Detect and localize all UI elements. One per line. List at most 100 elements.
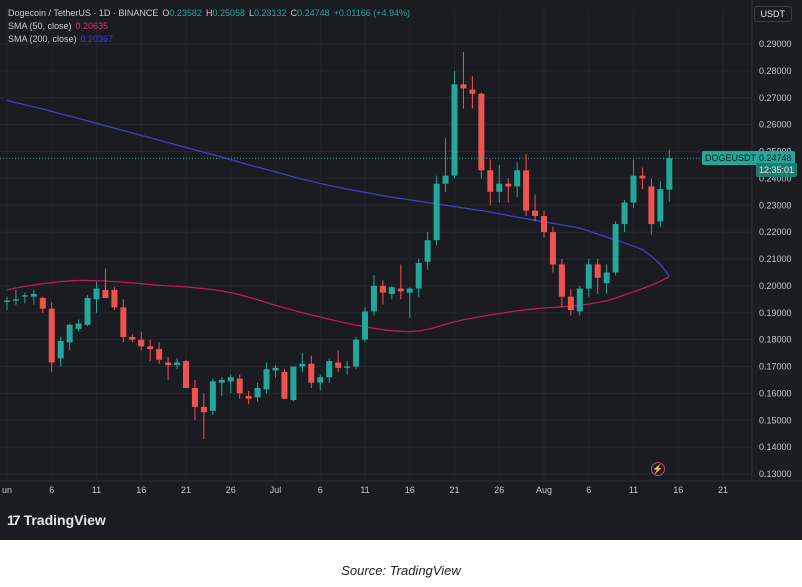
candle-body — [236, 378, 243, 394]
candle-body — [263, 369, 270, 390]
y-tick-label: 0.15000 — [759, 415, 792, 425]
x-tick-label: 21 — [449, 485, 459, 495]
last-price-tag: 0.24748 — [756, 151, 795, 165]
candle-body — [165, 362, 172, 366]
candle-body — [209, 381, 216, 411]
x-tick-label: 16 — [405, 485, 415, 495]
candle-body — [353, 339, 360, 367]
candle-body — [227, 377, 234, 382]
candle-body — [21, 295, 28, 297]
y-tick-label: 0.27000 — [759, 93, 792, 103]
candle-body — [272, 367, 279, 371]
candle-body — [388, 287, 395, 294]
candle-body — [317, 377, 324, 383]
candle-body — [120, 307, 127, 337]
candle-body — [4, 300, 10, 302]
legend-symbol: Dogecoin / TetherUS · 1D · BINANCE — [8, 8, 159, 18]
candle-body — [415, 263, 422, 289]
legend-ohlc-row: Dogecoin / TetherUS · 1D · BINANCE O0.23… — [8, 7, 410, 20]
candle-body — [585, 264, 592, 289]
x-tick-label: 6 — [318, 485, 323, 495]
candle-body — [612, 224, 619, 273]
candle-body — [648, 186, 655, 225]
x-tick-label: 21 — [718, 485, 728, 495]
candle-body — [370, 285, 377, 312]
candle-body — [496, 183, 503, 192]
tradingview-logo-icon: 17 — [7, 512, 21, 528]
candle-body — [523, 170, 530, 211]
candlestick-chart: 0.290000.280000.270000.260000.250000.240… — [0, 0, 802, 495]
candle-body — [48, 308, 55, 363]
lightning-icon[interactable]: ⚡ — [651, 462, 665, 476]
candle-body — [66, 324, 73, 343]
y-tick-label: 0.26000 — [759, 120, 792, 130]
candle-body — [460, 84, 467, 89]
x-tick-label: Aug — [536, 485, 552, 495]
x-tick-label: 16 — [673, 485, 683, 495]
x-tick-label: 21 — [181, 485, 191, 495]
candle-body — [299, 363, 306, 367]
candle-body — [433, 183, 440, 241]
candle-body — [156, 349, 163, 360]
candle-body — [666, 158, 673, 190]
legend-sma50-label: SMA (50, close) — [8, 21, 72, 31]
candle-body — [514, 170, 521, 187]
y-tick-label: 0.28000 — [759, 66, 792, 76]
y-tick-label: 0.20000 — [759, 281, 792, 291]
currency-button[interactable]: USDT — [753, 6, 792, 22]
candle-body — [558, 264, 565, 297]
legend-change: +0.01166 (+4.94%) — [333, 8, 410, 18]
candle-body — [478, 93, 485, 171]
candle-body — [254, 388, 261, 398]
candle-body — [344, 366, 351, 368]
candle-body — [183, 361, 189, 388]
candle-body — [174, 362, 181, 366]
candle-body — [245, 396, 252, 399]
candle-body — [532, 210, 539, 216]
legend-sma50-value: 0.20635 — [75, 21, 109, 31]
candle-body — [138, 339, 145, 347]
legend-sma200-row[interactable]: SMA (200, close) 0.20367 — [8, 33, 410, 46]
y-tick-label: 0.22000 — [759, 227, 792, 237]
candle-body — [147, 346, 154, 350]
candle-body — [406, 288, 413, 293]
candle-body — [93, 288, 100, 300]
source-caption: Source: TradingView — [341, 563, 461, 578]
y-tick-label: 0.24000 — [759, 173, 792, 183]
candle-body — [397, 288, 404, 292]
candle-body — [30, 293, 37, 297]
candle-body — [379, 285, 386, 293]
candle-body — [39, 297, 46, 309]
candle-body — [630, 175, 637, 203]
legend-close-value: 0.24748 — [297, 8, 330, 18]
y-tick-label: 0.23000 — [759, 200, 792, 210]
x-tick-label: Jul — [270, 485, 282, 495]
x-tick-label: un — [2, 485, 12, 495]
x-tick-label: 11 — [360, 485, 369, 495]
candle-body — [442, 175, 449, 184]
x-tick-label: 26 — [226, 485, 236, 495]
candle-body — [12, 299, 19, 301]
y-tick-label: 0.17000 — [759, 362, 792, 372]
candle-body — [57, 340, 64, 359]
legend-open-value: 0.23582 — [169, 8, 202, 18]
legend-open-key: O — [162, 8, 170, 18]
candle-body — [281, 371, 288, 399]
tradingview-logo[interactable]: 17 TradingView — [7, 512, 106, 528]
legend-high-value: 0.25058 — [212, 8, 245, 18]
legend-close-key: C — [290, 8, 298, 18]
candle-body — [326, 361, 333, 378]
candle-body — [335, 362, 342, 368]
candle-body — [567, 296, 574, 311]
candle-body — [308, 363, 315, 383]
x-tick-label: 16 — [136, 485, 146, 495]
symbol-price-tag: DOGEUSDT — [702, 151, 760, 165]
candle-body — [362, 311, 368, 340]
x-tick-label: 11 — [92, 485, 101, 495]
legend-sma200-label: SMA (200, close) — [8, 34, 77, 44]
y-tick-label: 0.18000 — [759, 335, 792, 345]
candle-body — [290, 366, 297, 401]
candle-body — [657, 189, 664, 222]
legend-sma50-row[interactable]: SMA (50, close) 0.20635 — [8, 20, 410, 33]
y-tick-label: 0.14000 — [759, 442, 792, 452]
